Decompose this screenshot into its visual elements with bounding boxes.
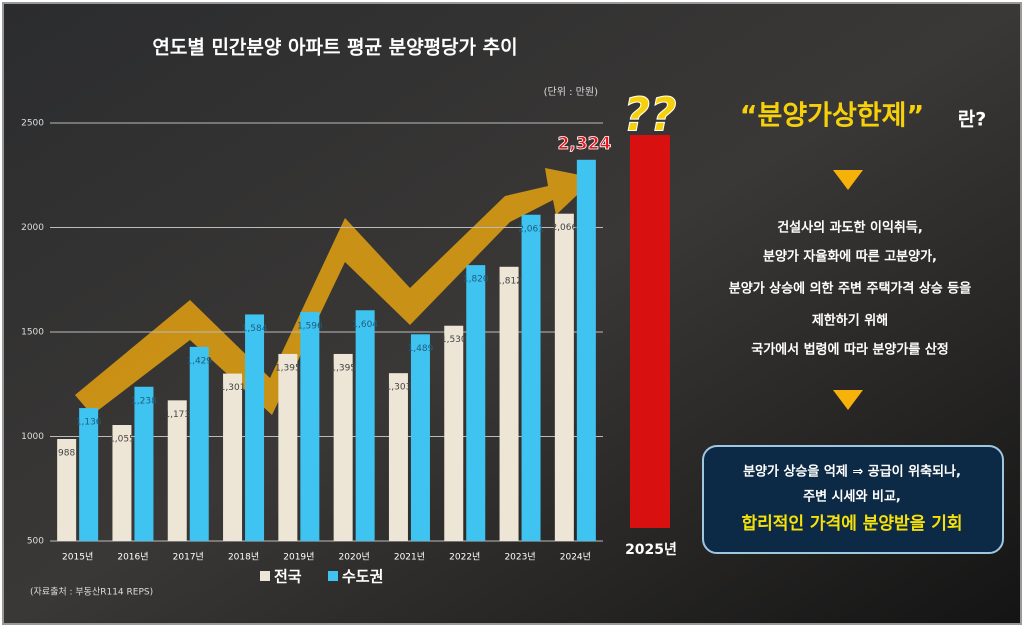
bar (300, 311, 320, 541)
value-label-highlight: 2,324 (557, 134, 611, 154)
bar (333, 353, 353, 541)
value-label: 1,303 (386, 383, 412, 393)
x-tick-label: 2018년 (228, 552, 259, 563)
x-tick-label: 2022년 (449, 552, 480, 563)
bar (189, 346, 209, 541)
bar (499, 266, 519, 541)
value-label: 988 (58, 449, 75, 459)
bar (466, 265, 486, 541)
panel-line: 분양가 자율화에 따른 고분양가, (763, 249, 937, 265)
box-highlight: 합리적인 가격에 분양받을 기회 (741, 513, 962, 534)
panel-line: 건설사의 과도한 이익취득, (777, 220, 923, 236)
value-label: 1,301 (220, 383, 246, 393)
box-line: 분양가 상승을 억제 ⇒ 공급이 위축되나, (743, 464, 961, 480)
bar (79, 408, 99, 541)
bar (521, 214, 541, 541)
bar (223, 373, 243, 541)
x-tick-label: 2015년 (62, 552, 93, 563)
question-marks: ?? (623, 88, 676, 142)
x-tick-label: 2019년 (283, 552, 314, 563)
bar (167, 400, 187, 541)
bar (245, 314, 265, 541)
down-arrow (833, 170, 863, 190)
summary-box (702, 445, 1004, 554)
x-tick-label: 2023년 (504, 552, 535, 563)
legend-label: 수도권 (342, 568, 383, 586)
future-year: 2025년 (625, 542, 677, 558)
y-tick-label: 500 (27, 537, 44, 547)
bar (112, 425, 132, 541)
legend-swatch (260, 571, 270, 581)
chart-title: 연도별 민간분양 아파트 평균 분양평당가 추이 (152, 37, 517, 59)
value-label: 1,136 (76, 418, 102, 428)
value-label: 1,530 (441, 335, 467, 345)
panel-line: 제한하기 위해 (812, 313, 888, 329)
source: (자료출처 : 부동산R114 REPS) (30, 586, 153, 598)
value-label: 1,596 (297, 321, 323, 331)
bar (278, 353, 298, 541)
bar (57, 439, 77, 541)
y-tick-label: 2500 (21, 119, 44, 129)
panel-line: 분양가 상승에 의한 주변 주택가격 상승 등을 (729, 281, 971, 297)
down-arrow (833, 390, 863, 410)
x-tick-label: 2024년 (560, 552, 591, 563)
bar (444, 325, 464, 541)
future-bar (630, 135, 670, 528)
value-label: 1,395 (330, 363, 356, 373)
y-tick-label: 1000 (21, 432, 44, 442)
y-tick-label: 2000 (21, 223, 44, 233)
bar (134, 386, 154, 541)
bar (410, 334, 430, 541)
value-label: 1,173 (164, 410, 190, 420)
bar (355, 310, 375, 541)
x-tick-label: 2021년 (394, 552, 425, 563)
value-label: 1,812 (496, 276, 522, 286)
value-label: 1,055 (109, 435, 135, 445)
unit: (단위 : 만원) (544, 85, 598, 98)
value-label: 2,066 (551, 223, 577, 233)
value-label: 1,238 (131, 396, 157, 406)
bar (576, 159, 596, 541)
value-label: 1,489 (408, 344, 434, 354)
bar (554, 213, 574, 541)
value-label: 1,395 (275, 363, 301, 373)
legend-label: 전국 (274, 568, 302, 586)
y-tick-label: 1500 (21, 328, 44, 338)
panel-heading-suffix: 란? (958, 109, 987, 131)
x-tick-label: 2020년 (339, 552, 370, 563)
panel-line: 국가에서 법령에 따라 분양가를 산정 (751, 342, 949, 358)
legend-swatch (328, 571, 338, 581)
bar (388, 373, 408, 541)
box-line: 주변 시세와 비교, (803, 489, 901, 505)
value-label: 1,820 (463, 275, 489, 285)
value-label: 1,429 (186, 356, 212, 366)
panel-heading: “분양가상한제” (740, 101, 925, 132)
value-label: 2,061 (518, 224, 544, 234)
value-label: 1,604 (352, 320, 378, 330)
value-label: 1,584 (242, 324, 268, 334)
x-tick-label: 2016년 (117, 552, 148, 563)
x-tick-label: 2017년 (173, 552, 204, 563)
